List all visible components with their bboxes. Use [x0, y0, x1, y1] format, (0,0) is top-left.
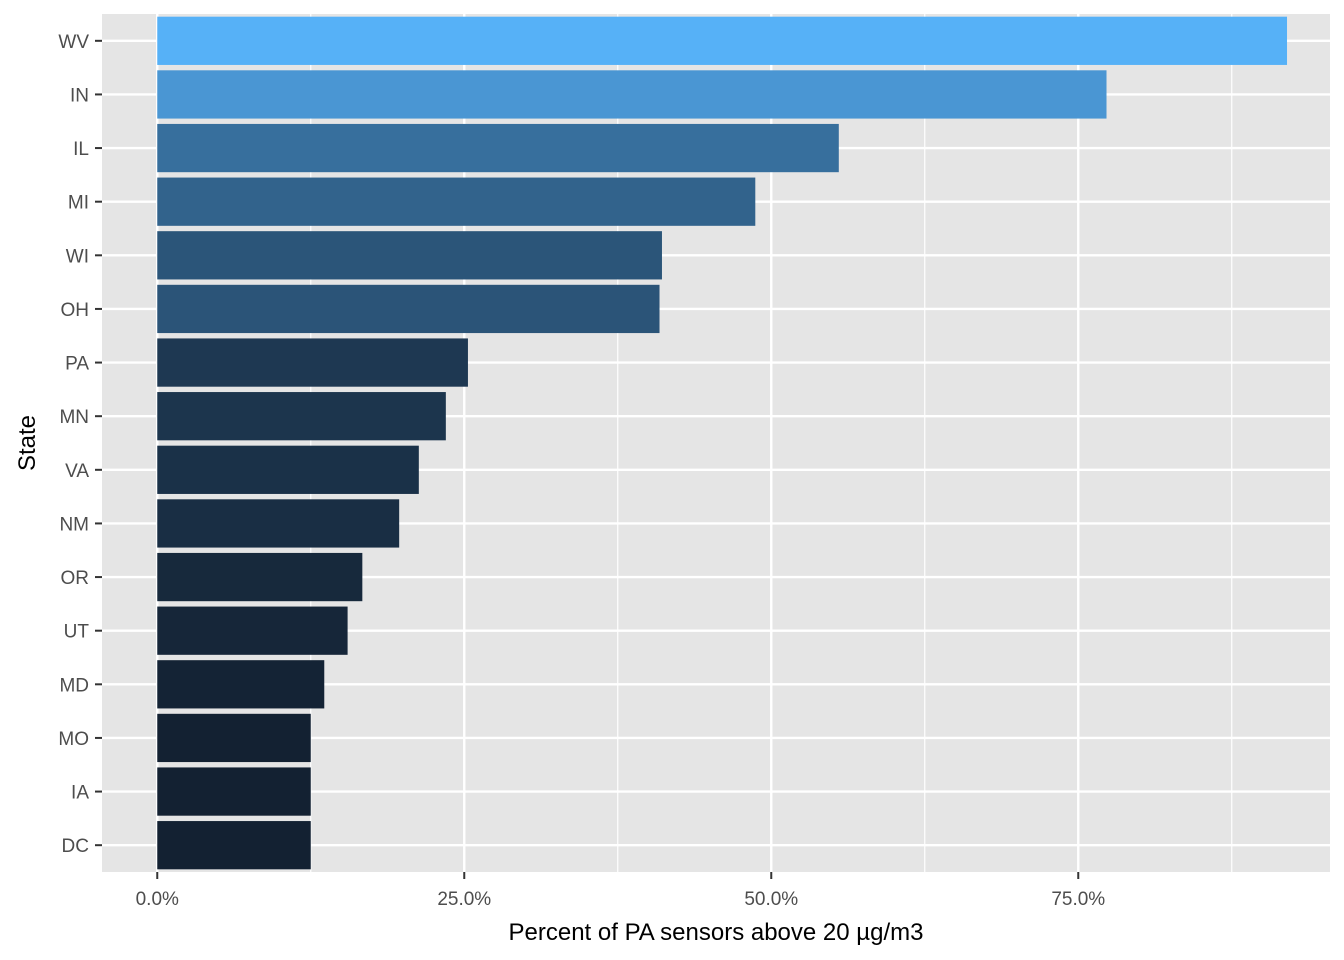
y-tick-label: DC: [62, 836, 89, 857]
bar-mi: [157, 177, 756, 226]
x-tick-label: 75.0%: [1051, 889, 1105, 910]
y-axis-title: State: [14, 415, 41, 471]
y-tick-label: IA: [71, 783, 89, 804]
bar-wi: [157, 231, 662, 280]
y-tick-label: OH: [61, 300, 90, 321]
y-tick-label: WI: [66, 246, 89, 267]
y-tick-label: VA: [65, 461, 89, 482]
y-tick-label: UT: [64, 622, 90, 643]
y-tick-label: IN: [70, 85, 89, 106]
y-tick-label: WV: [58, 32, 89, 53]
bar-nm: [157, 499, 400, 548]
y-tick-label: PA: [65, 354, 89, 375]
bar-va: [157, 445, 419, 494]
bars: [157, 16, 1288, 870]
y-tick-label: MO: [58, 729, 89, 750]
bar-wv: [157, 16, 1288, 65]
bar-md: [157, 660, 325, 709]
bar-mn: [157, 392, 446, 441]
y-tick-label: OR: [61, 568, 90, 589]
y-tick-label: MI: [68, 193, 89, 214]
bar-ia: [157, 767, 311, 816]
y-axis: WV IN IL MI WI OH PA MN VA NM OR UT MD MO IA DC: [58, 32, 102, 857]
bar-mo: [157, 713, 311, 763]
y-tick-label: NM: [59, 514, 89, 535]
bar-ut: [157, 606, 348, 655]
x-axis-title: Percent of PA sensors above 20 µg/m3: [509, 919, 924, 946]
bar-dc: [157, 821, 311, 870]
x-tick-label: 50.0%: [744, 889, 798, 910]
bar-oh: [157, 284, 660, 334]
x-axis: 0.0% 25.0% 50.0% 75.0%: [136, 872, 1105, 910]
y-tick-label: MD: [59, 675, 89, 696]
x-tick-label: 25.0%: [437, 889, 491, 910]
bar-in: [157, 70, 1107, 119]
y-tick-label: MN: [59, 407, 89, 428]
bar-or: [157, 552, 363, 602]
bar-il: [157, 123, 839, 173]
x-tick-label: 0.0%: [136, 889, 179, 910]
bar-pa: [157, 338, 468, 387]
y-tick-label: IL: [73, 139, 89, 160]
